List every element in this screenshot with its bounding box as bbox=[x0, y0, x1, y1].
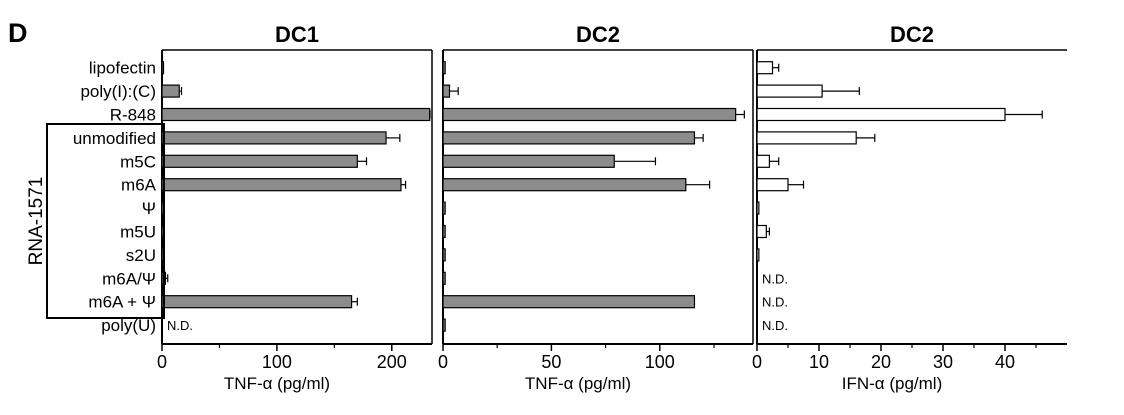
bar bbox=[161, 131, 387, 145]
bar bbox=[442, 61, 446, 75]
x-tick-label: 200 bbox=[377, 352, 407, 372]
bar bbox=[442, 107, 737, 122]
rna-1571-group: RNA-1571 bbox=[26, 123, 165, 319]
chart-panel-2: DC2 0 50 100 TNF-α (pg/ml) bbox=[438, 22, 754, 393]
bar bbox=[756, 84, 823, 98]
nd-label: N.D. bbox=[762, 318, 788, 333]
x-tick-label: 10 bbox=[809, 352, 829, 372]
bar bbox=[442, 224, 446, 239]
bar bbox=[756, 61, 774, 75]
rna-1571-label: RNA-1571 bbox=[26, 177, 47, 266]
category-label: poly(I):(C) bbox=[80, 82, 156, 101]
category-label: unmodified bbox=[73, 129, 156, 148]
bar bbox=[442, 295, 696, 309]
bar bbox=[161, 295, 353, 309]
category-label: m6A/Ψ bbox=[102, 269, 156, 288]
category-labels: lipofectin poly(I):(C) R-848 unmodified m5C m… bbox=[73, 59, 157, 335]
bar bbox=[161, 154, 358, 168]
bar bbox=[442, 248, 446, 262]
bar bbox=[442, 154, 615, 168]
bar bbox=[442, 271, 446, 285]
x-tick-label: 30 bbox=[933, 352, 953, 372]
chart-panel-3: DC2 0 10 20 30 40 IFN-α (pg/ml) N.D. N.D. N.D. bbox=[752, 22, 1067, 393]
x-axis-label: TNF-α (pg/ml) bbox=[224, 374, 330, 393]
x-tick-label: 100 bbox=[645, 352, 675, 372]
bar bbox=[442, 201, 446, 215]
nd-label: N.D. bbox=[762, 271, 788, 286]
bar bbox=[442, 178, 687, 192]
x-tick-label: 0 bbox=[752, 352, 762, 372]
bar bbox=[161, 107, 431, 122]
x-tick-label: 40 bbox=[995, 352, 1015, 372]
chart-title: DC2 bbox=[576, 22, 620, 47]
category-label: m5U bbox=[120, 223, 156, 242]
bar bbox=[756, 154, 770, 168]
category-label: m5C bbox=[120, 152, 156, 171]
chart-title: DC1 bbox=[275, 22, 319, 47]
bar bbox=[756, 131, 857, 145]
nd-label: N.D. bbox=[762, 295, 788, 310]
bar bbox=[442, 318, 446, 332]
x-tick-label: 100 bbox=[262, 352, 292, 372]
bar bbox=[161, 61, 165, 75]
bar bbox=[756, 201, 760, 215]
category-label: Ψ bbox=[142, 199, 156, 218]
category-label: s2U bbox=[126, 246, 156, 265]
panel-label: D bbox=[8, 18, 28, 48]
bar bbox=[756, 178, 789, 192]
bar bbox=[756, 107, 1006, 122]
category-label: R-848 bbox=[110, 106, 156, 125]
x-tick-label: 0 bbox=[157, 352, 167, 372]
category-label: m6A + Ψ bbox=[88, 293, 156, 312]
x-axis-label: IFN-α (pg/ml) bbox=[842, 374, 943, 393]
chart-title: DC2 bbox=[890, 22, 934, 47]
bar bbox=[756, 224, 767, 239]
bar bbox=[442, 131, 696, 145]
nd-label: N.D. bbox=[167, 318, 193, 333]
x-tick-label: 0 bbox=[438, 352, 448, 372]
category-label: m6A bbox=[121, 176, 157, 195]
x-tick-label: 20 bbox=[871, 352, 891, 372]
bar bbox=[161, 84, 180, 98]
chart-panel-1: DC1 0 100 200 TNF-α (pg/ml) N.D. bbox=[157, 22, 433, 393]
bar bbox=[756, 248, 760, 262]
bar bbox=[442, 84, 451, 98]
bar bbox=[161, 178, 402, 192]
x-axis-label: TNF-α (pg/ml) bbox=[525, 374, 631, 393]
x-tick-label: 50 bbox=[541, 352, 561, 372]
category-label: lipofectin bbox=[89, 59, 156, 78]
category-label: poly(U) bbox=[101, 316, 156, 335]
rna-1571-bracket bbox=[46, 123, 165, 319]
